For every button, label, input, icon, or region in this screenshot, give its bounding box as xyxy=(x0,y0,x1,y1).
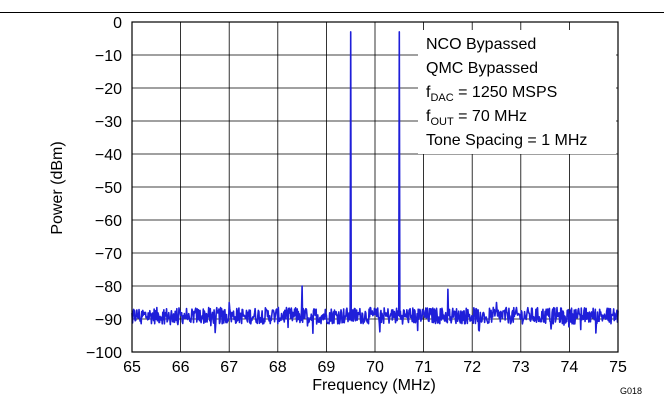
fdac-subscript: DAC xyxy=(430,92,453,104)
annotation-line-nco: NCO Bypassed xyxy=(426,36,536,53)
header-rule xyxy=(0,12,664,13)
y-tick-labels: 0 −10 −20 −30 −40 −50 −60 −70 −80 −90 −100 xyxy=(86,15,122,362)
fout-subscript: OUT xyxy=(430,116,454,128)
y-tick-label: −90 xyxy=(95,312,122,329)
x-tick-label: 67 xyxy=(220,359,238,376)
fdac-value: = 1250 MSPS xyxy=(454,84,558,101)
annotation-line-spacing: Tone Spacing = 1 MHz xyxy=(426,132,587,149)
y-tick-label: −60 xyxy=(95,213,122,230)
y-tick-label: −10 xyxy=(95,48,122,65)
y-tick-label: −70 xyxy=(95,246,122,263)
x-tick-label: 71 xyxy=(415,359,433,376)
annotation-line-fdac: fDAC = 1250 MSPS xyxy=(426,84,557,104)
annotation-line-qmc: QMC Bypassed xyxy=(426,60,538,77)
peak-marker xyxy=(398,31,400,33)
fdac-prefix: f xyxy=(426,84,431,101)
peak-marker xyxy=(228,301,230,304)
y-tick-label: 0 xyxy=(113,15,122,32)
x-tick-label: 66 xyxy=(172,359,190,376)
x-tick-label: 69 xyxy=(318,359,336,376)
annotation-box xyxy=(418,30,616,154)
peak-marker xyxy=(447,288,449,290)
x-axis-title: Frequency (MHz) xyxy=(312,377,436,394)
x-tick-label: 65 xyxy=(123,359,141,376)
y-tick-label: −30 xyxy=(95,114,122,131)
y-tick-label: −40 xyxy=(95,147,122,164)
x-tick-label: 73 xyxy=(512,359,530,376)
plot-frame xyxy=(131,21,619,353)
peak-marker xyxy=(350,31,352,33)
x-tick-label: 74 xyxy=(561,359,579,376)
figure-id: G018 xyxy=(620,386,642,396)
peak-marker xyxy=(301,285,303,287)
y-tick-label: −100 xyxy=(86,345,122,362)
y-axis-title: Power (dBm) xyxy=(49,141,66,234)
y-tick-label: −50 xyxy=(95,180,122,197)
annotation: NCO Bypassed QMC Bypassed fDAC = 1250 MS… xyxy=(426,36,587,149)
peak-marker xyxy=(495,301,498,304)
x-tick-label: 75 xyxy=(609,359,627,376)
spectrum-trace xyxy=(131,31,619,334)
x-tick-label: 70 xyxy=(366,359,384,376)
x-tick-labels: 65 66 67 68 69 70 71 72 73 74 75 xyxy=(123,359,627,376)
annotation-line-fout: fOUT = 70 MHz xyxy=(426,108,527,128)
x-tick-label: 68 xyxy=(269,359,287,376)
y-tick-label: −80 xyxy=(95,279,122,296)
x-tick-label: 72 xyxy=(463,359,481,376)
fout-value: = 70 MHz xyxy=(454,108,527,125)
spectrum-line xyxy=(131,31,619,334)
y-tick-label: −20 xyxy=(95,81,122,98)
fout-prefix: f xyxy=(426,108,431,125)
